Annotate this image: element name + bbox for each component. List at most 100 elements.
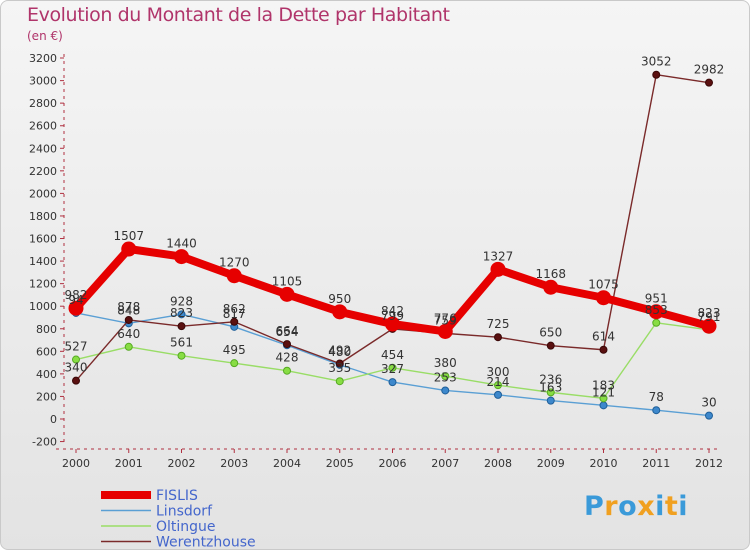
data-label-oltingue: 640 (117, 327, 140, 341)
y-tick-label: 1000 (29, 300, 57, 313)
data-point-oltingue (546, 388, 555, 397)
legend-label-werentzhouse: Werentzhouse (156, 535, 256, 550)
data-label-fislis: 1327 (483, 249, 514, 263)
data-label-fislis: 776 (434, 311, 457, 325)
data-label-linsdorf: 928 (170, 294, 193, 308)
data-point-fislis (385, 316, 400, 332)
data-point-fislis (701, 318, 717, 334)
data-label-werentzhouse: 492 (328, 344, 351, 358)
legend-label-fislis: FISLIS (156, 488, 198, 504)
x-tick-label: 2000 (62, 457, 90, 470)
y-tick-label: 3200 (29, 52, 57, 65)
data-label-werentzhouse: 2982 (694, 63, 725, 77)
y-tick-label: 400 (36, 368, 57, 381)
data-label-linsdorf: 253 (434, 370, 457, 384)
data-label-werentzhouse: 614 (592, 330, 615, 344)
data-point-oltingue (441, 372, 450, 381)
data-point-linsdorf (546, 396, 555, 405)
data-point-werentzhouse (72, 376, 80, 385)
data-label-werentzhouse: 862 (223, 302, 246, 316)
data-label-fislis: 1507 (113, 229, 144, 243)
data-label-oltingue: 428 (276, 351, 299, 365)
data-label-werentzhouse: 3052 (641, 55, 672, 69)
data-label-fislis: 1440 (166, 237, 197, 251)
data-label-werentzhouse: 823 (170, 306, 193, 320)
data-point-werentzhouse (705, 78, 713, 87)
data-point-oltingue (177, 351, 186, 360)
data-label-oltingue: 791 (698, 310, 721, 324)
data-label-linsdorf: 121 (592, 385, 615, 399)
data-label-fislis: 1270 (219, 256, 250, 270)
data-label-werentzhouse: 878 (117, 300, 140, 314)
data-label-linsdorf: 78 (649, 390, 664, 404)
proxiti-logo: Proxiti (584, 491, 688, 522)
data-point-oltingue (599, 394, 608, 403)
data-point-fislis (279, 286, 295, 302)
y-tick-label: 3000 (29, 75, 57, 88)
data-point-werentzhouse (230, 317, 239, 326)
data-point-oltingue (335, 377, 344, 386)
data-label-linsdorf: 30 (701, 396, 716, 410)
data-point-fislis (174, 249, 189, 265)
y-tick-label: 2000 (29, 187, 57, 200)
data-point-werentzhouse (335, 359, 344, 368)
y-tick-label: -200 (32, 436, 57, 449)
data-label-werentzhouse: 664 (276, 324, 299, 338)
data-point-werentzhouse (283, 340, 291, 349)
data-label-oltingue: 300 (487, 365, 510, 379)
logo-letter: P (584, 491, 605, 522)
chart-title: Evolution du Montant de la Dette par Hab… (27, 4, 450, 26)
data-label-fislis: 1168 (535, 267, 566, 281)
data-point-linsdorf (652, 406, 661, 415)
y-tick-label: 1200 (29, 278, 57, 291)
data-label-oltingue: 527 (65, 340, 88, 354)
data-point-linsdorf (705, 411, 713, 420)
data-label-fislis: 951 (645, 292, 668, 306)
x-tick-label: 2007 (431, 457, 459, 470)
data-point-werentzhouse (494, 333, 502, 342)
y-tick-label: 2600 (29, 120, 57, 133)
data-point-linsdorf (441, 386, 450, 395)
data-point-fislis (490, 261, 506, 277)
y-tick-label: 200 (36, 390, 57, 403)
data-label-oltingue: 236 (539, 372, 562, 386)
logo-letter: o (618, 491, 638, 522)
x-tick-label: 2008 (484, 457, 512, 470)
data-label-fislis: 982 (65, 288, 88, 302)
x-tick-label: 2002 (168, 457, 196, 470)
data-point-fislis (68, 300, 84, 316)
y-tick-label: 800 (36, 323, 57, 336)
data-label-oltingue: 183 (592, 378, 615, 392)
y-tick-label: 1600 (29, 233, 57, 246)
data-point-fislis (648, 304, 664, 320)
logo-letter: x (637, 491, 656, 522)
data-point-fislis (121, 241, 137, 257)
y-tick-label: 1800 (29, 210, 57, 223)
logo-letter: t (664, 491, 679, 522)
data-label-linsdorf: 94 (68, 293, 83, 307)
data-point-oltingue (72, 355, 80, 364)
data-label-werentzhouse: 340 (65, 361, 88, 375)
data-label-oltingue: 853 (645, 303, 668, 317)
logo-letter: i (678, 491, 689, 522)
y-tick-label: 1400 (29, 255, 57, 268)
data-point-fislis (226, 268, 242, 284)
y-tick-label: 0 (50, 413, 57, 426)
data-point-oltingue (230, 359, 239, 368)
data-label-linsdorf: 480 (328, 345, 351, 359)
data-point-oltingue (124, 342, 133, 351)
data-label-werentzhouse: 759 (434, 313, 457, 327)
data-point-linsdorf (599, 401, 608, 410)
data-label-oltingue: 335 (328, 361, 351, 375)
data-label-fislis: 823 (698, 306, 721, 320)
y-tick-label: 600 (36, 345, 57, 358)
data-point-oltingue (388, 363, 397, 372)
y-tick-label: 2200 (29, 165, 57, 178)
x-tick-label: 2001 (115, 457, 143, 470)
data-point-fislis (437, 323, 453, 339)
legend-label-linsdorf: Linsdorf (156, 504, 213, 520)
y-tick-label: 2800 (29, 97, 57, 110)
x-tick-label: 2011 (642, 457, 670, 470)
data-label-oltingue: 561 (170, 336, 193, 350)
